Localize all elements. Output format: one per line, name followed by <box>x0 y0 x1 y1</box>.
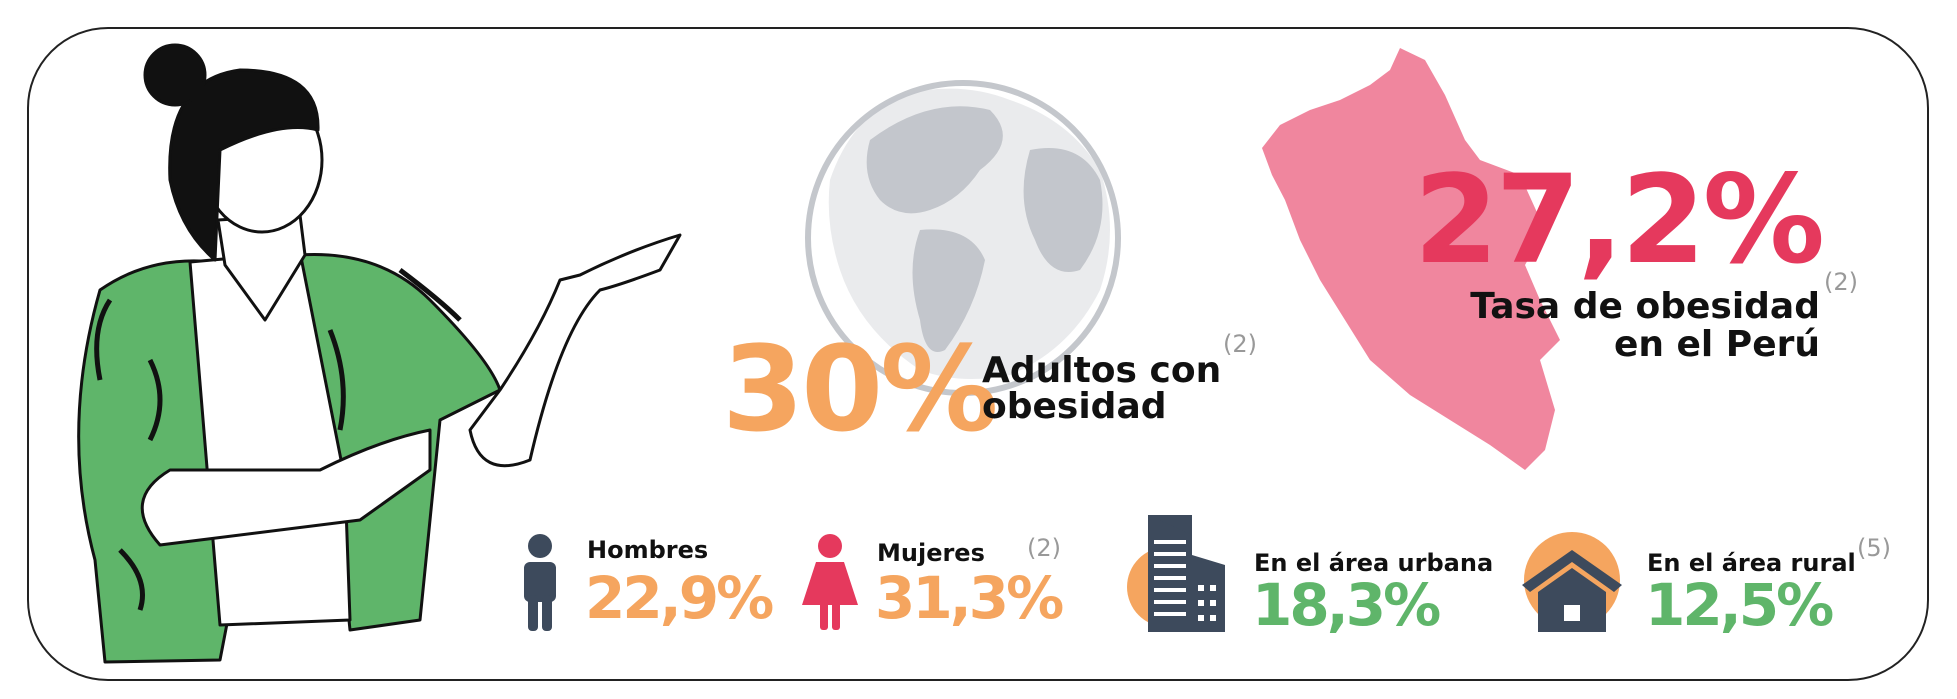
area-label: En el área rural <box>1647 549 1856 577</box>
area-value: 12,5% <box>1645 571 1833 639</box>
reference: (2) <box>1027 534 1061 562</box>
reference: (5) <box>1857 534 1891 562</box>
reference: (2) <box>1824 268 1858 296</box>
world-label: obesidad <box>982 386 1167 427</box>
peru-value: 27,2% <box>1414 149 1822 291</box>
illustration <box>77 43 682 664</box>
world-value: 30% <box>722 320 995 458</box>
reference: (2) <box>1223 330 1257 358</box>
building-icon <box>1127 515 1225 632</box>
sex-label: Mujeres <box>877 539 985 567</box>
area-value: 18,3% <box>1252 571 1440 639</box>
world-label: Adultos con <box>982 350 1221 391</box>
man-icon <box>524 534 556 631</box>
peru-label: Tasa de obesidad <box>1470 286 1820 327</box>
woman-icon <box>802 534 858 630</box>
peru-map <box>1262 48 1560 470</box>
peru-label: en el Perú <box>1614 324 1820 365</box>
sex-value: 31,3% <box>875 564 1063 632</box>
globe-icon <box>805 80 1121 396</box>
sex-value: 22,9% <box>585 564 773 632</box>
sex-label: Hombres <box>587 536 708 564</box>
area-label: En el área urbana <box>1254 549 1493 577</box>
house-icon <box>1522 532 1622 632</box>
